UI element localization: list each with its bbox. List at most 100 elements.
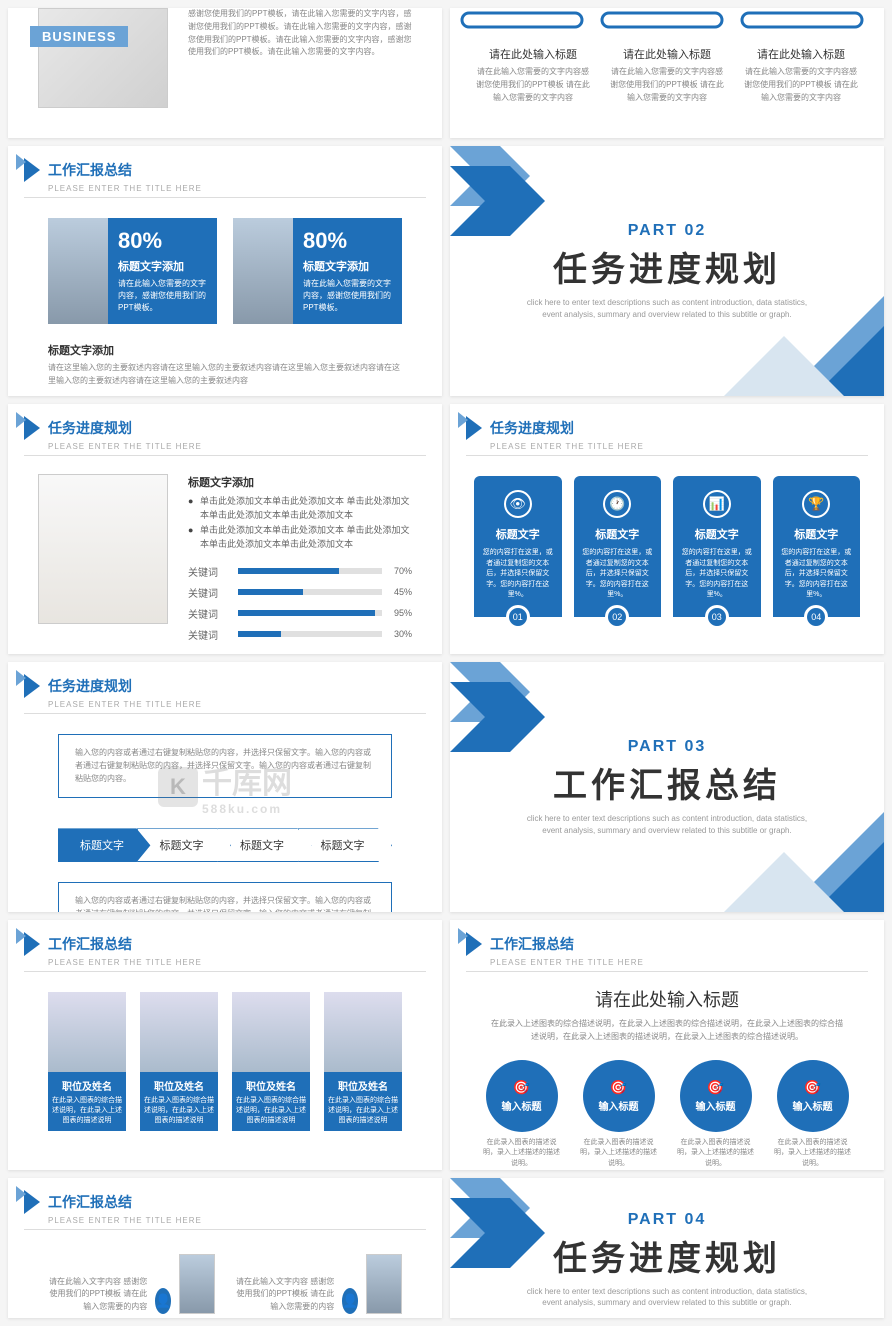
part-label: PART 04 <box>628 1211 707 1229</box>
slide-title: 任务进度规划 <box>48 676 132 696</box>
circle-desc: 在此录入图表的描述说明，录入上述描述的描述说明。 <box>771 1138 854 1170</box>
chevron-step: 标题文字 <box>137 828 232 862</box>
card-number: 03 <box>705 605 729 629</box>
progress-bar-row: 关键词 45% <box>188 585 412 600</box>
bar-track <box>238 589 382 595</box>
card-number: 02 <box>605 605 629 629</box>
target-icon: 🎯 <box>707 1079 724 1096</box>
col-desc: 请在此输入您需要的文字内容感谢您使用我们的PPT模板 请在此输入您需要的文字内容 <box>608 66 726 104</box>
card-title: 标题文字添加 <box>303 258 392 274</box>
item-image <box>179 1254 215 1314</box>
bar-track <box>238 610 382 616</box>
target-icon: 🎯 <box>610 1079 627 1096</box>
bar-label: 关键词 <box>188 606 238 621</box>
corner-arrows-icon <box>450 1178 570 1278</box>
slide-subtitle: PLEASE ENTER THE TITLE HERE <box>450 442 884 451</box>
section-title: 工作汇报总结 <box>553 758 781 807</box>
circle-item: 🎯 输入标题 在此录入图表的描述说明，录入上述描述的描述说明。 <box>771 1060 854 1170</box>
card-title: 标题文字添加 <box>118 258 207 274</box>
circle-title: 输入标题 <box>502 1098 542 1113</box>
team-desc: 在此录入图表的综合描述说明，在此录入上述图表的描述说明 <box>328 1096 398 1125</box>
circle-badge: 🎯 输入标题 <box>680 1060 752 1132</box>
bullet-item: 单击此处添加文本单击此处添加文本 单击此处添加文本单击此处添加文本单击此处添加文… <box>188 523 412 552</box>
circle-desc: 在此录入图表的描述说明，录入上述描述的描述说明。 <box>480 1138 563 1170</box>
col-title: 请在此处输入标题 <box>608 46 726 62</box>
slide-title: 工作汇报总结 <box>48 934 132 954</box>
business-image: BUSINESS <box>38 8 168 108</box>
team-member: 职位及姓名 在此录入图表的综合描述说明，在此录入上述图表的描述说明 <box>140 992 218 1131</box>
team-member: 职位及姓名 在此录入图表的综合描述说明，在此录入上述图表的描述说明 <box>232 992 310 1131</box>
slide-subtitle: PLEASE ENTER THE TITLE HERE <box>8 184 442 193</box>
bar-label: 关键词 <box>188 585 238 600</box>
circle-desc: 在此录入图表的描述说明，录入上述描述的描述说明。 <box>674 1138 757 1170</box>
header-arrow-icon <box>24 674 40 698</box>
header-arrow-icon <box>466 416 482 440</box>
col-item: 请在此处输入标题 请在此输入您需要的文字内容感谢您使用我们的PPT模板 请在此输… <box>742 46 860 104</box>
team-photo <box>48 992 126 1072</box>
slide-80pct: 工作汇报总结 PLEASE ENTER THE TITLE HERE 80% 标… <box>8 146 442 396</box>
item-text: 请在此输入文字内容 感谢您使用我们的PPT模板 请在此输入您需要的内容 <box>235 1276 334 1314</box>
bar-fill <box>238 610 375 616</box>
card-icon: 🕐 <box>603 490 631 518</box>
chev-bot-text: 输入您的内容或者通过右键复制粘贴您的内容，并选择只保留文字。输入您的内容或者通过… <box>75 895 375 912</box>
corner-arrows-icon <box>450 146 570 246</box>
header-arrow-icon <box>466 932 482 956</box>
circles-desc: 在此录入上述图表的综合描述说明，在此录入上述图表的综合描述说明，在此录入上述图表… <box>490 1018 844 1044</box>
slide-subtitle: PLEASE ENTER THE TITLE HERE <box>8 958 442 967</box>
circle-item: 🎯 输入标题 在此录入图表的描述说明，录入上述描述的描述说明。 <box>577 1060 660 1170</box>
bullet-item: 单击此处添加文本单击此处添加文本 单击此处添加文本单击此处添加文本单击此处添加文… <box>188 494 412 523</box>
card-title: 标题文字 <box>681 526 753 542</box>
slide-subtitle: PLEASE ENTER THE TITLE HERE <box>8 700 442 709</box>
bar-fill <box>238 589 303 595</box>
slide-chevrons: 任务进度规划 PLEASE ENTER THE TITLE HERE 输入您的内… <box>8 662 442 912</box>
person-icon: 👤 <box>342 1288 358 1314</box>
team-desc: 在此录入图表的综合描述说明，在此录入上述图表的描述说明 <box>52 1096 122 1125</box>
chain-graphic <box>452 8 882 38</box>
slide-title: 工作汇报总结 <box>48 1192 132 1212</box>
card-title: 标题文字 <box>582 526 654 542</box>
pct-card: 80% 标题文字添加 请在此输入您需要的文字内容，感谢您使用我们的PPT模板。 <box>48 218 217 324</box>
pct-card: 80% 标题文字添加 请在此输入您需要的文字内容，感谢您使用我们的PPT模板。 <box>233 218 402 324</box>
team-member: 职位及姓名 在此录入图表的综合描述说明，在此录入上述图表的描述说明 <box>48 992 126 1131</box>
chevron-step: 标题文字 <box>217 828 312 862</box>
chevron-step: 标题文字 <box>298 828 393 862</box>
progress-bar-row: 关键词 95% <box>188 606 412 621</box>
bar-value: 45% <box>382 587 412 597</box>
card-number: 01 <box>506 605 530 629</box>
chevron-step: 标题文字 <box>58 828 151 862</box>
col-title: 请在此处输入标题 <box>742 46 860 62</box>
sub-title: 标题文字添加 <box>48 342 402 358</box>
circle-badge: 🎯 输入标题 <box>777 1060 849 1132</box>
card-title: 标题文字 <box>781 526 853 542</box>
slide-two-items: 工作汇报总结 PLEASE ENTER THE TITLE HERE 请在此输入… <box>8 1178 442 1318</box>
header-arrow-icon <box>24 1190 40 1214</box>
col-desc: 请在此输入您需要的文字内容感谢您使用我们的PPT模板 请在此输入您需要的文字内容 <box>474 66 592 104</box>
slide-progress: 任务进度规划 PLEASE ENTER THE TITLE HERE 标题文字添… <box>8 404 442 654</box>
bar-track <box>238 568 382 574</box>
item-text: 请在此输入文字内容 感谢您使用我们的PPT模板 请在此输入您需要的内容 <box>48 1276 147 1314</box>
circle-desc: 在此录入图表的描述说明，录入上述描述的描述说明。 <box>577 1138 660 1170</box>
item-block: 请在此输入文字内容 感谢您使用我们的PPT模板 请在此输入您需要的内容 👤 <box>48 1254 215 1314</box>
watermark-sub: 588ku.com <box>202 802 292 816</box>
card-icon: 👁 <box>504 490 532 518</box>
corner-triangles-icon <box>724 802 884 912</box>
slide-title: 任务进度规划 <box>48 418 132 438</box>
team-photo <box>324 992 402 1072</box>
slide-title: 工作汇报总结 <box>490 934 574 954</box>
section-title: 任务进度规划 <box>553 242 781 291</box>
card-number: 04 <box>804 605 828 629</box>
pct-value: 80% <box>303 228 392 254</box>
bar-fill <box>238 568 339 574</box>
col-item: 请在此处输入标题 请在此输入您需要的文字内容感谢您使用我们的PPT模板 请在此输… <box>608 46 726 104</box>
part-label: PART 02 <box>628 222 707 240</box>
progress-subtitle: 标题文字添加 <box>188 474 412 490</box>
slide-subtitle: PLEASE ENTER THE TITLE HERE <box>8 1216 442 1225</box>
bar-fill <box>238 631 281 637</box>
chev-top-text: 输入您的内容或者通过右键复制粘贴您的内容，并选择只保留文字。输入您的内容或者通过… <box>75 747 375 785</box>
circle-item: 🎯 输入标题 在此录入图表的描述说明，录入上述描述的描述说明。 <box>674 1060 757 1170</box>
header-arrow-icon <box>24 158 40 182</box>
team-desc: 在此录入图表的综合描述说明，在此录入上述图表的描述说明 <box>144 1096 214 1125</box>
corner-triangles-icon <box>724 286 884 396</box>
bar-track <box>238 631 382 637</box>
header-arrow-icon <box>24 932 40 956</box>
